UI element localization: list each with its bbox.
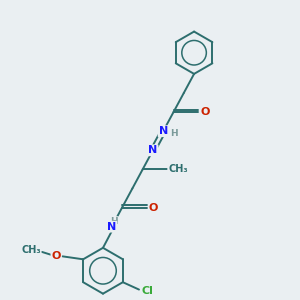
Text: O: O <box>51 251 61 261</box>
Text: O: O <box>200 107 210 117</box>
Text: Cl: Cl <box>141 286 153 296</box>
Text: N: N <box>148 145 158 155</box>
Text: N: N <box>107 222 116 232</box>
Text: O: O <box>149 202 158 213</box>
Text: H: H <box>171 129 178 138</box>
Text: CH₃: CH₃ <box>168 164 188 174</box>
Text: H: H <box>110 217 118 226</box>
Text: N: N <box>159 126 168 136</box>
Text: CH₃: CH₃ <box>21 245 40 255</box>
